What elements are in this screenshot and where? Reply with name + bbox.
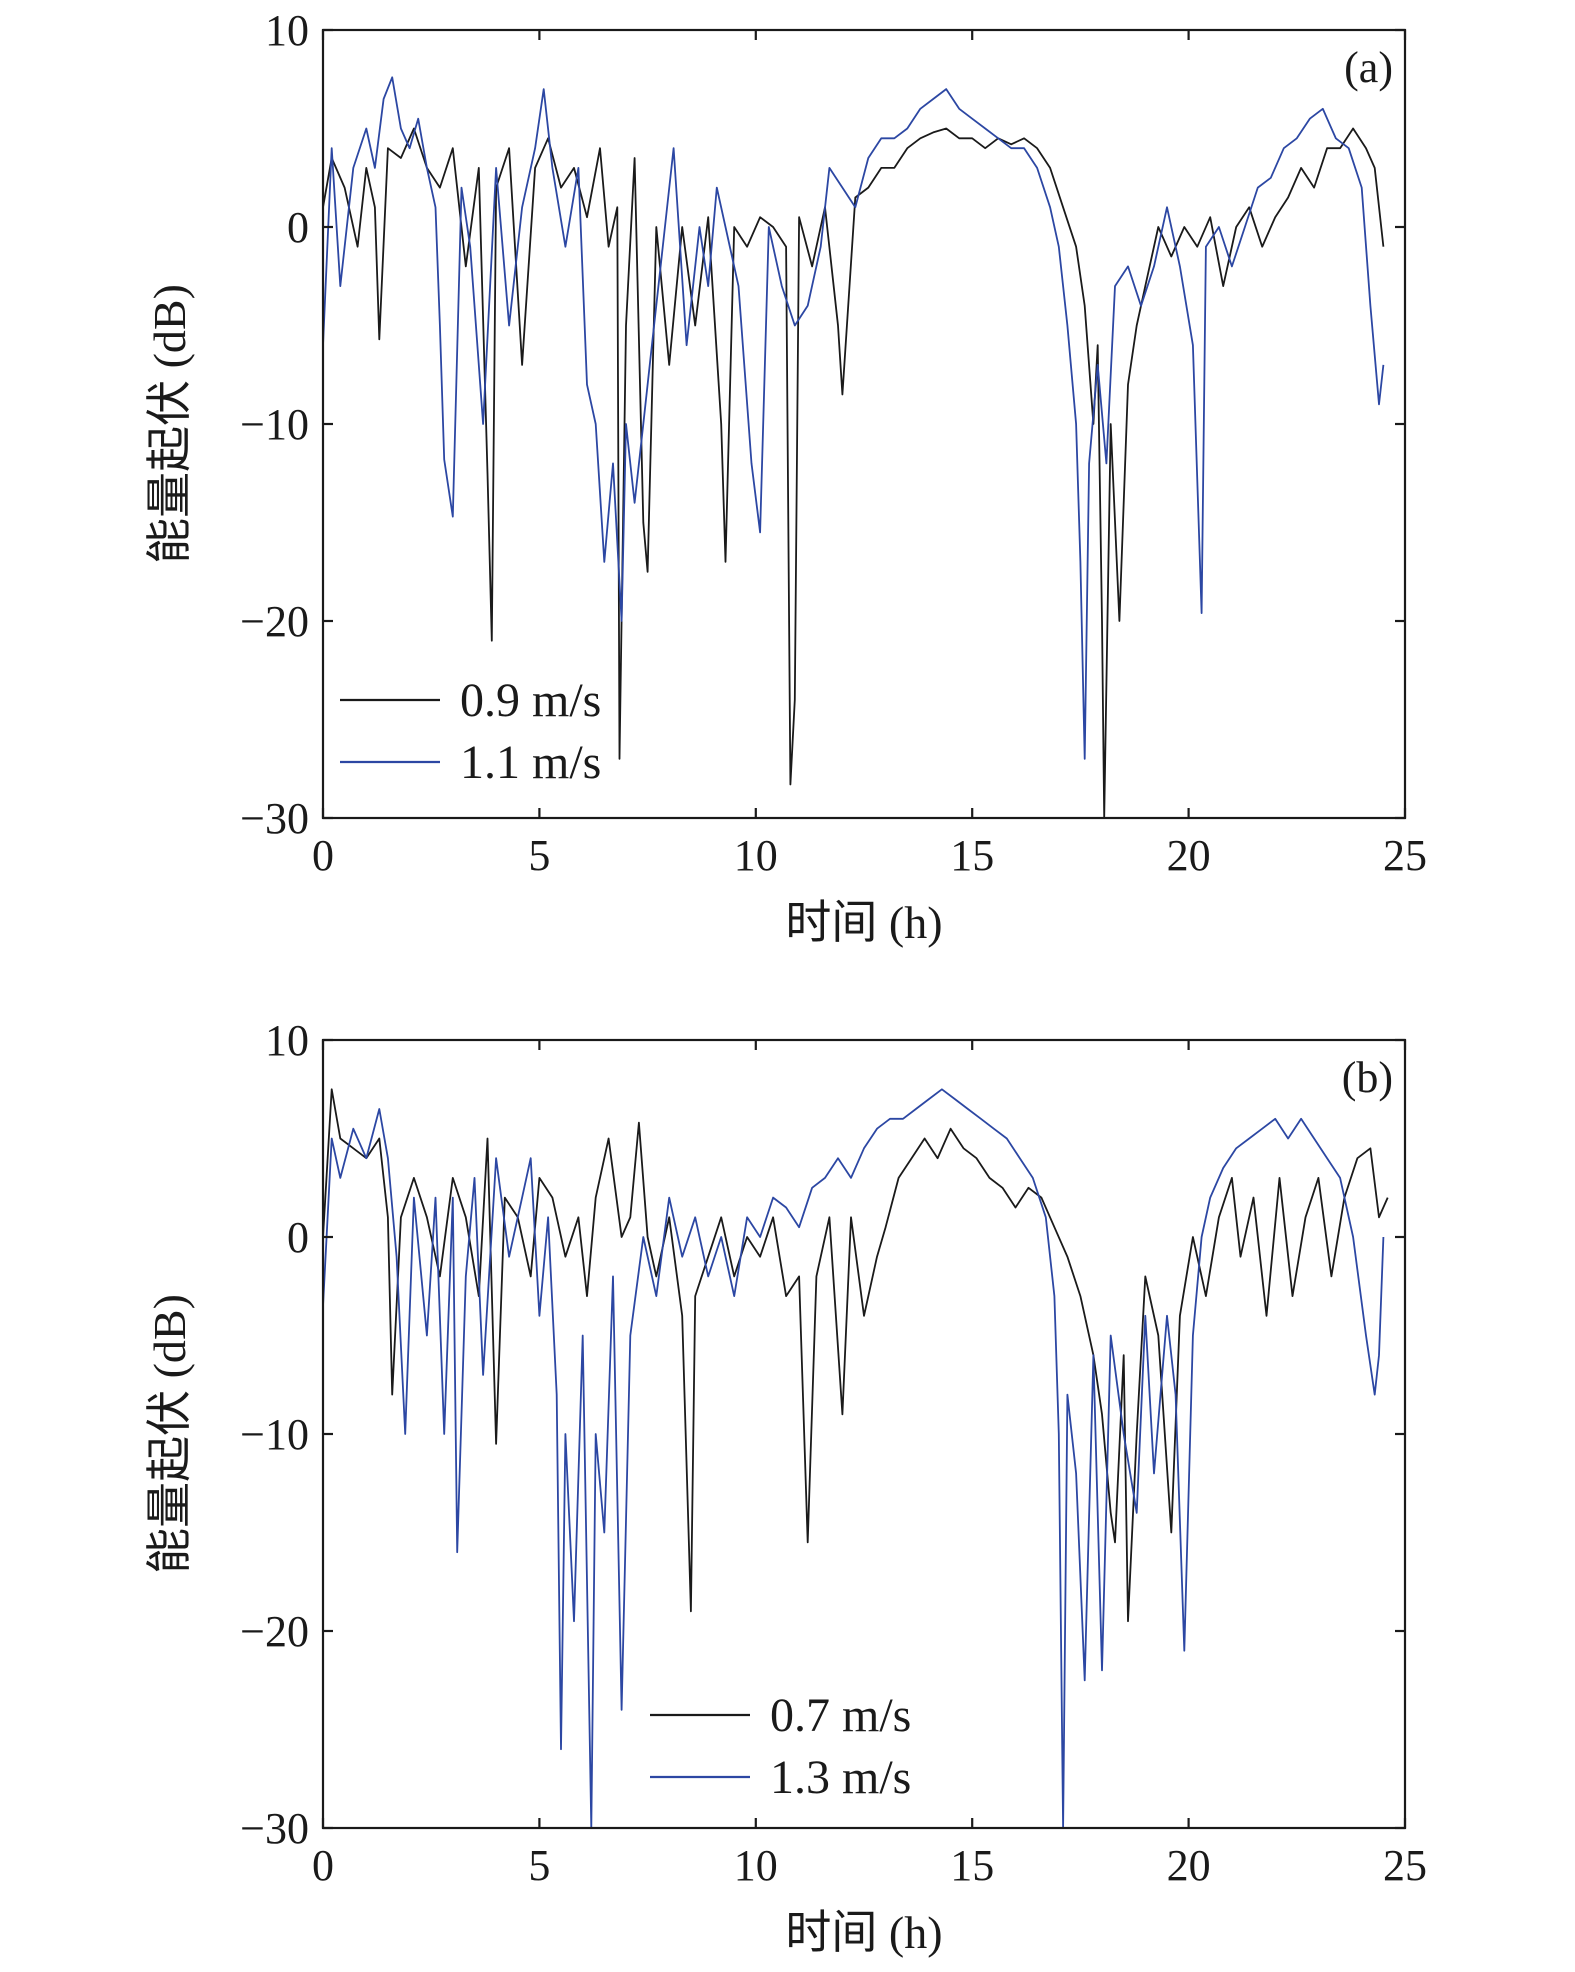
chart-panel-b: 0 5 10 15 20 25 10 0 −10 −20 −30 时间 (h) 能量起伏 (dB) (b)… [144,1016,1427,1958]
legend-label: 1.3 m/s [770,1751,911,1804]
x-tick-label: 5 [528,831,550,880]
legend-label: 1.1 m/s [460,736,601,789]
x-tick-label: 25 [1383,831,1427,880]
x-axis-title: 时间 (h) [785,897,942,948]
x-tick-label: 20 [1167,831,1211,880]
x-axis-title: 时间 (h) [785,1907,942,1958]
y-axis-title: 能量起伏 (dB) [144,284,195,564]
x-tick-label: 0 [312,831,334,880]
panel-label: (a) [1344,43,1393,92]
y-axis-title: 能量起伏 (dB) [144,1294,195,1574]
y-tick-label: −30 [240,1804,309,1853]
y-tick-label: −10 [240,1410,309,1459]
y-tick-label: −20 [240,597,309,646]
y-tick-label: 0 [287,203,309,252]
y-tick-label: −30 [240,794,309,843]
y-tick-label: −20 [240,1607,309,1656]
y-tick-label: 10 [265,1016,309,1065]
chart-panel-a: 0 5 10 15 20 25 10 0 −10 −20 −30 时间 (h) 能量起伏 (dB) (a)… [144,6,1427,948]
x-tick-label: 5 [528,1841,550,1890]
legend: 0.9 m/s 1.1 m/s [340,674,601,789]
series-line-0 [323,1088,1389,1623]
legend-label: 0.7 m/s [770,1689,911,1742]
x-tick-label: 20 [1167,1841,1211,1890]
series-line-1 [323,76,1385,760]
series-line-1 [323,1088,1385,1829]
y-tick-label: 0 [287,1213,309,1262]
legend-label: 0.9 m/s [460,674,601,727]
x-tick-label: 0 [312,1841,334,1890]
legend: 0.7 m/s 1.3 m/s [650,1689,911,1804]
y-tick-label: 10 [265,6,309,55]
y-tick-label: −10 [240,400,309,449]
x-tick-label: 15 [950,831,994,880]
panel-label: (b) [1342,1053,1393,1102]
x-tick-label: 15 [950,1841,994,1890]
x-tick-label: 25 [1383,1841,1427,1890]
x-tick-label: 10 [734,831,778,880]
x-tick-label: 10 [734,1841,778,1890]
